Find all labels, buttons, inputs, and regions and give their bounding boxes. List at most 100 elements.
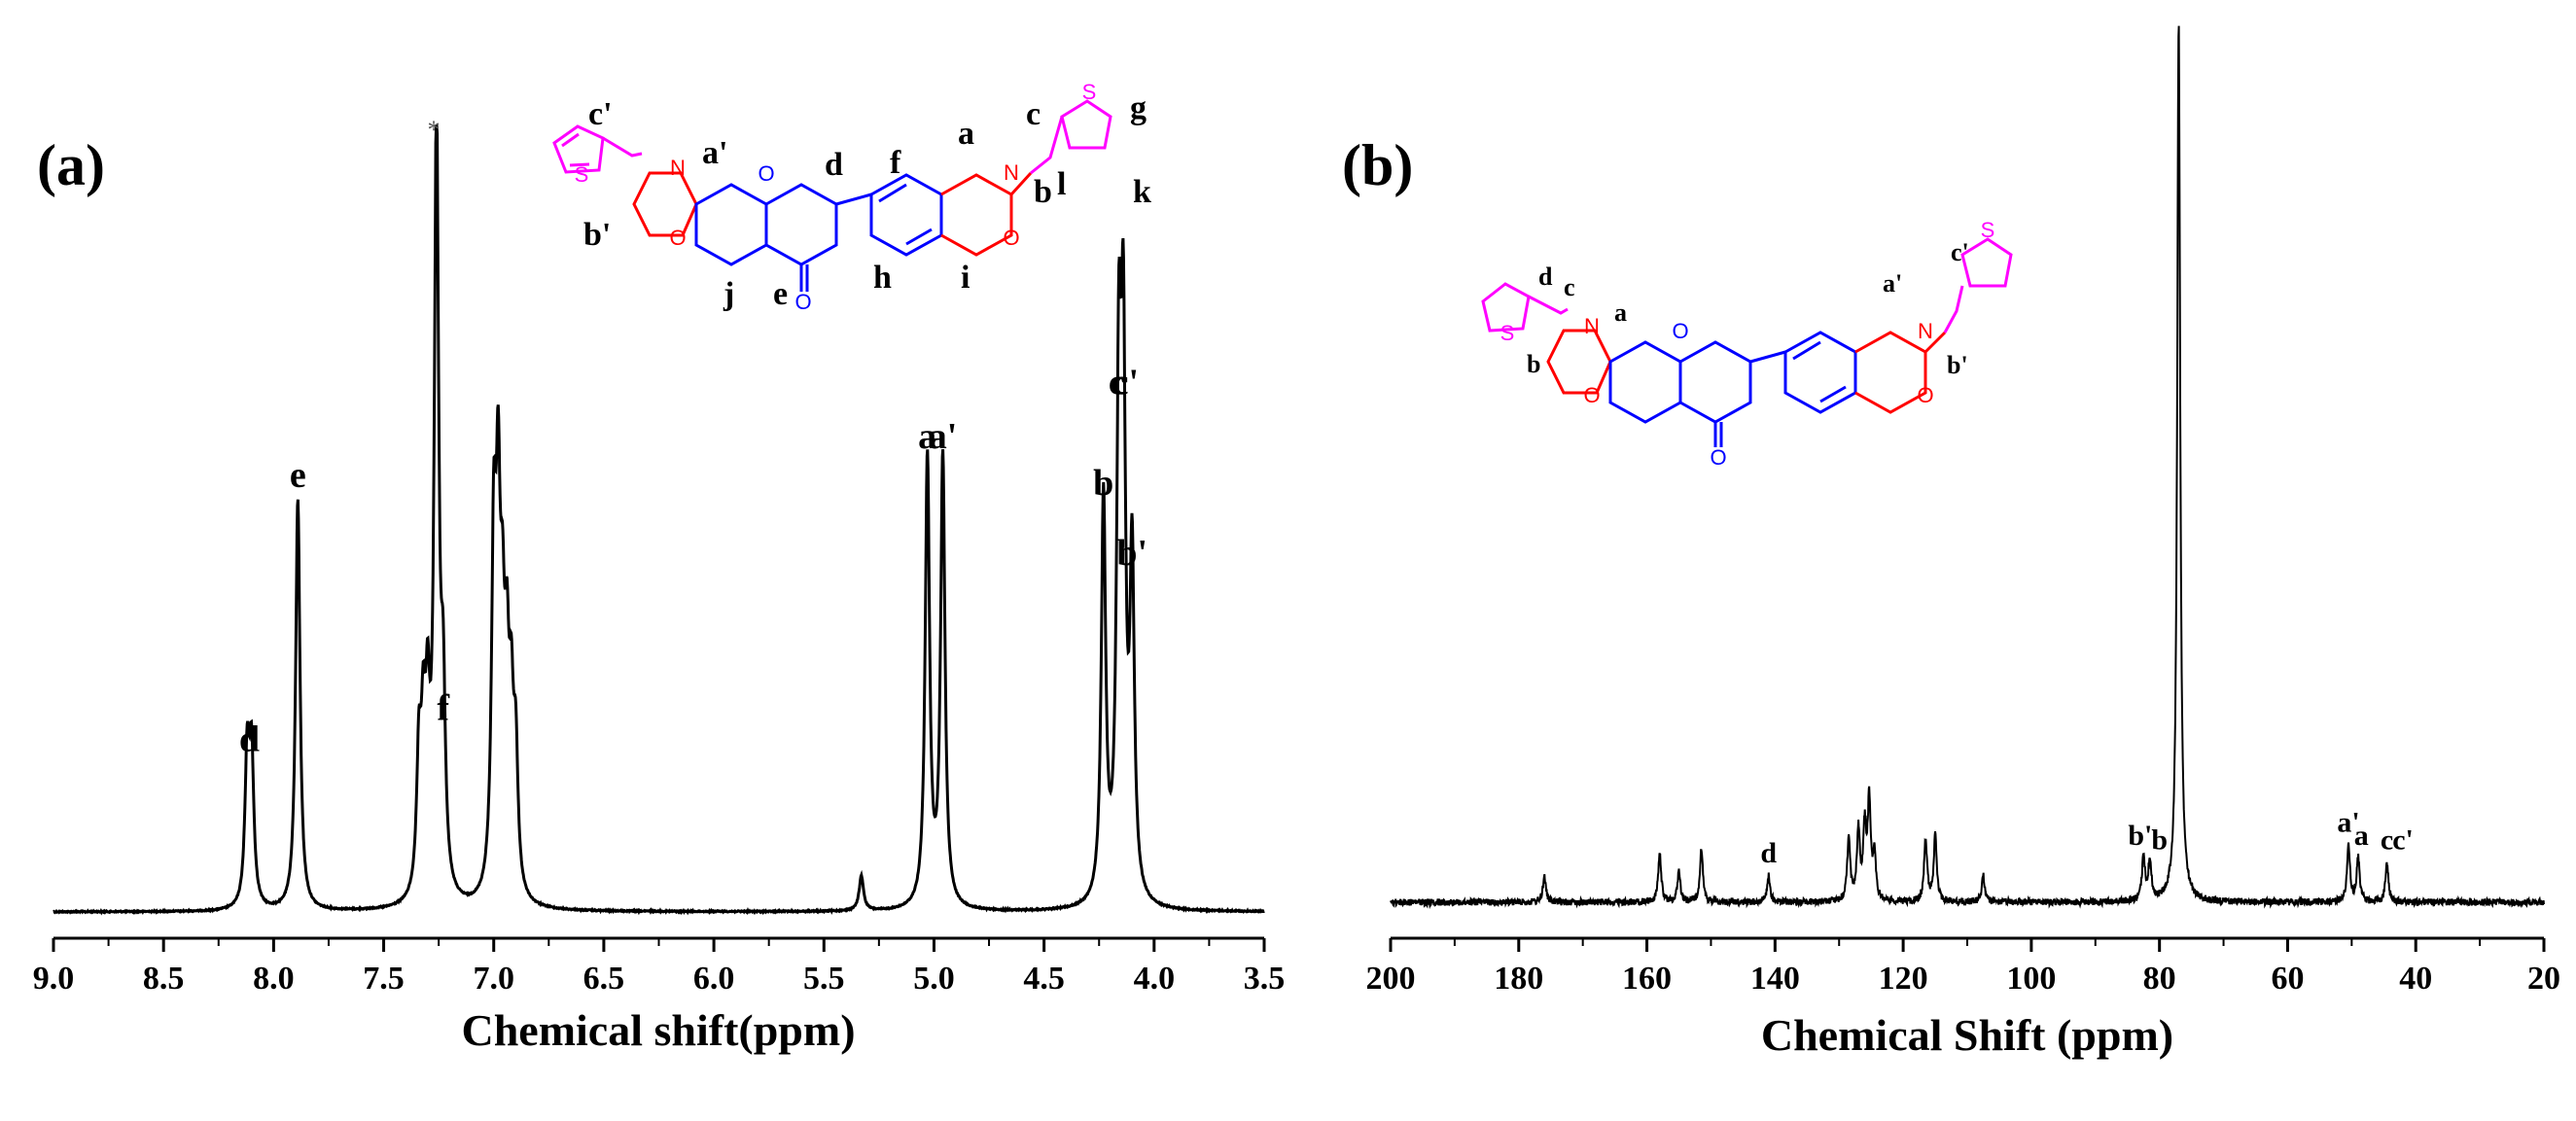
chromone-core-a <box>694 183 768 266</box>
mol-label-d-b: d <box>1538 263 1553 291</box>
mol-label-c-prime-a: c' <box>588 96 613 132</box>
peak-label: c' <box>1112 362 1139 403</box>
panel-b-label: (b) <box>1342 133 1413 197</box>
mol-label-k-a: k <box>1133 174 1151 210</box>
mol-label-b-prime-a: b' <box>583 217 611 253</box>
x-tick-label: 8.5 <box>143 961 185 997</box>
mol-label-a-prime-b: a' <box>1883 269 1902 298</box>
x-tick-label: 8.0 <box>253 961 295 997</box>
atom-s-left-a: S <box>575 162 589 187</box>
atom-o-ring-a: O <box>758 161 774 186</box>
x-axis-title-a: Chemical shift(ppm) <box>461 1005 855 1055</box>
spectrum-a-line <box>53 124 1265 916</box>
panel-b-13c-nmr: (b) 200 180 160 140 120 100 80 60 40 20 db'ba'a cc… <box>1342 25 2560 1060</box>
x-tick-label: 5.0 <box>913 961 955 997</box>
atom-o-right-b: O <box>1917 383 1933 407</box>
peak-label: a <box>2354 820 2369 852</box>
atom-s-left-b: S <box>1500 321 1515 345</box>
thiophene-left-a <box>552 124 605 174</box>
atom-o-left-b: O <box>1583 383 1600 407</box>
atom-o-right-a: O <box>1003 226 1019 250</box>
peak-label: c' <box>2392 823 2414 856</box>
atom-o-keto-a: O <box>794 290 811 314</box>
spectrum-b-line <box>1390 25 2545 910</box>
atom-n-left-a: N <box>670 156 686 180</box>
mol-label-c-b: c <box>1564 273 1575 301</box>
peak-label: b <box>1093 463 1113 504</box>
x-ticks-b: 200 180 160 140 120 100 80 60 40 20 <box>1366 938 2560 997</box>
mol-label-c-prime-b: c' <box>1951 238 1969 266</box>
x-tick-label: 3.5 <box>1244 961 1286 997</box>
mol-label-f-a: f <box>890 145 901 181</box>
x-tick-label: 4.5 <box>1023 961 1065 997</box>
x-tick-label: 180 <box>1494 961 1543 997</box>
molecule-structure-b <box>1481 237 2013 447</box>
x-tick-label: 4.0 <box>1134 961 1176 997</box>
solvent-asterisk-icon: * <box>428 116 441 144</box>
atom-n-left-b: N <box>1584 314 1600 338</box>
peak-label: a' <box>2337 806 2359 838</box>
peak-label: d <box>239 718 260 759</box>
atom-o-keto-b: O <box>1710 445 1726 470</box>
x-tick-label: 9.0 <box>33 961 75 997</box>
mol-label-i-a: i <box>961 260 970 296</box>
atom-n-right-a: N <box>1004 160 1019 185</box>
mol-label-e-a: e <box>773 276 788 312</box>
x-tick-label: 7.0 <box>473 961 514 997</box>
peak-label: b <box>2151 823 2168 856</box>
molecule-structure-a <box>552 99 1112 292</box>
peak-label: d <box>1760 837 1777 869</box>
x-tick-label: 20 <box>2527 961 2560 997</box>
panel-a-label: (a) <box>37 133 105 197</box>
peak-labels-b: d b'b a'a cc' <box>1760 806 2413 869</box>
peak-label: c <box>1109 362 1125 403</box>
peak-label: a' <box>929 416 958 457</box>
thiophene-right-a <box>1060 99 1112 150</box>
mol-label-j-a: j <box>723 276 734 312</box>
oxazine-ring-right-b <box>1854 331 1927 414</box>
oxazine-ring-left-a <box>632 171 698 237</box>
mol-label-l-a: l <box>1057 166 1066 202</box>
mol-label-a-a: a <box>958 116 974 152</box>
x-ticks-a: 9.0 8.5 8.0 7.5 7.0 6.5 6.0 5.5 5.0 4.5 4.0 3.5 <box>33 938 1286 997</box>
mol-label-h-a: h <box>873 260 892 296</box>
mol-label-b-prime-b: b' <box>1947 351 1968 379</box>
mol-label-b-b: b <box>1527 350 1540 378</box>
molecule-labels-b: N O O O N O S S d c a a' c' b b' <box>1500 218 1995 470</box>
x-tick-label: 5.5 <box>803 961 845 997</box>
peak-labels-a: d e f aa' b cc' b' <box>239 362 1147 759</box>
x-tick-label: 140 <box>1750 961 1800 997</box>
panel-a-1h-nmr: (a) 9.0 8.5 8.0 7.5 7.0 6.5 6.0 5.5 5.0 4.5 4.0 3.5… <box>33 80 1286 1055</box>
mol-label-a-b: a <box>1614 298 1627 327</box>
atom-n-right-b: N <box>1918 319 1933 343</box>
x-tick-label: 100 <box>2006 961 2056 997</box>
x-tick-label: 200 <box>1366 961 1416 997</box>
peak-label: f <box>437 687 450 728</box>
molecule-labels-a: N O O O N O S S c' a' d f a c g b' b l k… <box>575 80 1151 314</box>
x-tick-label: 7.5 <box>363 961 405 997</box>
peak-label: b' <box>1116 533 1147 574</box>
x-axis-title-b: Chemical Shift (ppm) <box>1761 1010 2173 1060</box>
oxazine-ring-left-b <box>1546 329 1612 395</box>
peak-label: b' <box>2128 820 2152 852</box>
atom-o-left-a: O <box>669 226 686 250</box>
peak-label: a <box>918 416 936 457</box>
x-tick-label: 80 <box>2143 961 2176 997</box>
x-tick-label: 160 <box>1622 961 1672 997</box>
peak-label: c <box>2381 823 2393 856</box>
mol-label-b-a: b <box>1034 174 1052 210</box>
atom-s-right-b: S <box>1981 218 1995 242</box>
x-tick-label: 60 <box>2271 961 2304 997</box>
thiophene-right-b <box>1960 237 2013 288</box>
mol-label-c-a: c <box>1026 96 1041 132</box>
oxazine-ring-right-a <box>940 173 1013 257</box>
mol-label-g-a: g <box>1130 90 1147 126</box>
mol-label-d-a: d <box>825 147 843 183</box>
x-tick-label: 40 <box>2399 961 2432 997</box>
thiophene-left-b <box>1481 282 1531 333</box>
x-tick-label: 120 <box>1879 961 1928 997</box>
atom-o-ring-b: O <box>1672 319 1688 343</box>
peak-label: e <box>290 455 306 496</box>
x-tick-label: 6.0 <box>693 961 735 997</box>
